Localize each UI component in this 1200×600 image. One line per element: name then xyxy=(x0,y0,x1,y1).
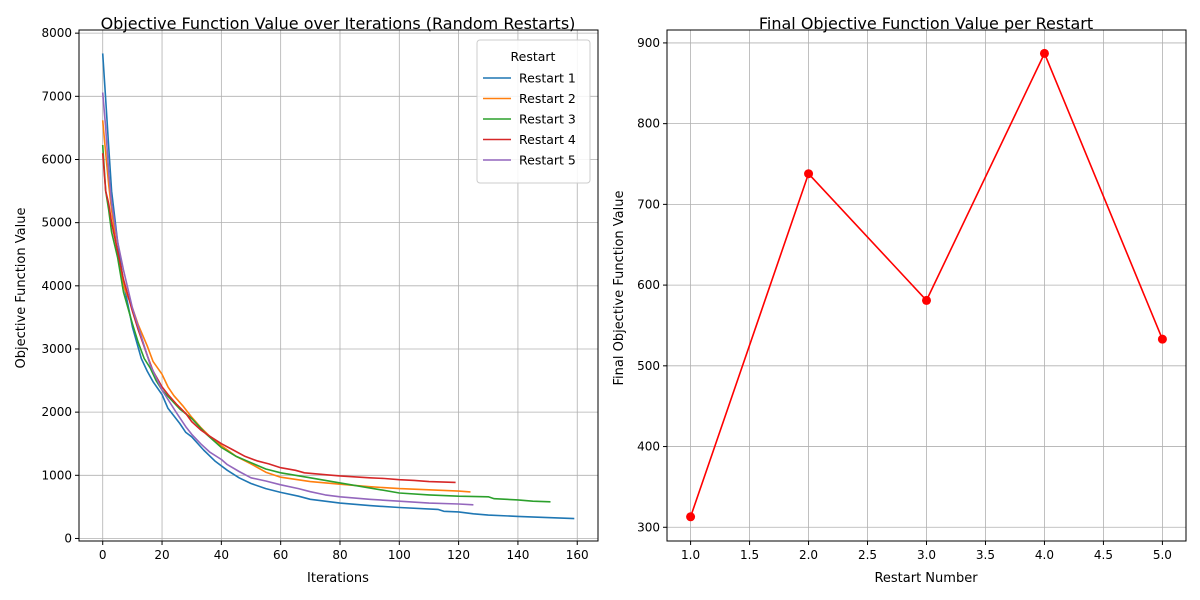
left-chart-title: Objective Function Value over Iterations… xyxy=(101,14,576,33)
l-x-tick-label: 120 xyxy=(447,548,470,562)
r-x-tick-label: 2.5 xyxy=(858,548,877,562)
l-x-tick-label: 140 xyxy=(506,548,529,562)
right-series-layer xyxy=(686,48,1167,522)
left-x-axis-label: Iterations xyxy=(307,571,369,586)
r-data-point xyxy=(686,512,696,522)
right-x-ticks: 1.0 1.5 2.0 2.5 3.0 3.5 4.0 4.5 5.0 xyxy=(681,541,1172,562)
left-series-layer xyxy=(101,53,575,520)
l-y-tick-label: 7000 xyxy=(41,89,72,103)
l-x-tick-label: 100 xyxy=(388,548,411,562)
l-x-tick-label: 80 xyxy=(332,548,347,562)
r-y-tick-label: 700 xyxy=(637,197,660,211)
l-series-line-3 xyxy=(101,144,551,503)
l-y-tick-label: 1000 xyxy=(41,468,72,482)
r-y-tick-label: 500 xyxy=(637,359,660,373)
r-data-point xyxy=(1039,48,1049,58)
right-y-axis-label: Final Objective Function Value xyxy=(612,191,627,386)
l-x-tick-label: 20 xyxy=(154,548,169,562)
r-data-point xyxy=(1157,334,1167,344)
r-x-tick-label: 5.0 xyxy=(1153,548,1172,562)
right-grid xyxy=(667,30,1186,541)
l-y-tick-label: 3000 xyxy=(41,342,72,356)
legend-box xyxy=(476,39,591,184)
r-y-tick-label: 800 xyxy=(637,117,660,131)
r-data-point xyxy=(804,169,814,179)
r-x-tick-label: 3.0 xyxy=(917,548,936,562)
r-y-tick-label: 900 xyxy=(637,36,660,50)
l-y-tick-label: 6000 xyxy=(41,152,72,166)
r-x-tick-label: 4.0 xyxy=(1035,548,1054,562)
right-y-ticks: 300 400 500 600 700 800 900 xyxy=(637,36,667,534)
r-x-tick-label: 3.5 xyxy=(976,548,995,562)
r-x-tick-label: 1.0 xyxy=(681,548,700,562)
l-y-tick-label: 0 xyxy=(64,531,72,545)
l-x-tick-label: 60 xyxy=(273,548,288,562)
l-series-line-5 xyxy=(101,92,474,506)
l-y-tick-label: 5000 xyxy=(41,216,72,230)
r-y-tick-label: 400 xyxy=(637,440,660,454)
l-x-tick-label: 40 xyxy=(214,548,229,562)
l-y-tick-label: 4000 xyxy=(41,279,72,293)
left-chart: Objective Function Value over Iterations… xyxy=(14,14,599,586)
right-x-axis-label: Restart Number xyxy=(874,571,978,586)
r-x-tick-label: 2.0 xyxy=(799,548,818,562)
legend-label-4: Restart 4 xyxy=(519,132,576,147)
left-y-axis-label: Objective Function Value xyxy=(14,208,29,369)
l-x-tick-label: 0 xyxy=(99,548,107,562)
legend-title: Restart xyxy=(511,49,556,64)
legend-label-1: Restart 1 xyxy=(519,71,576,86)
legend-label-3: Restart 3 xyxy=(519,112,576,127)
right-chart-title: Final Objective Function Value per Resta… xyxy=(759,14,1093,33)
right-chart: Final Objective Function Value per Resta… xyxy=(612,14,1187,586)
legend-label-2: Restart 2 xyxy=(519,91,576,106)
r-x-tick-label: 1.5 xyxy=(740,548,759,562)
l-y-tick-label: 8000 xyxy=(41,26,72,40)
r-y-tick-label: 600 xyxy=(637,278,660,292)
r-y-tick-label: 300 xyxy=(637,520,660,534)
r-x-tick-label: 4.5 xyxy=(1094,548,1113,562)
l-x-tick-label: 160 xyxy=(566,548,589,562)
l-y-tick-label: 2000 xyxy=(41,405,72,419)
left-x-ticks: 0 20 40 60 80 100 120 140 160 xyxy=(99,541,589,562)
r-data-point xyxy=(922,295,931,305)
legend-label-5: Restart 5 xyxy=(519,153,576,168)
legend: Restart Restart 1 Restart 2 Restart 3 Resta… xyxy=(476,39,591,184)
l-series-line-4 xyxy=(101,153,456,484)
left-y-ticks: 0 1000 2000 3000 4000 5000 6000 7000 8000 xyxy=(41,26,79,545)
